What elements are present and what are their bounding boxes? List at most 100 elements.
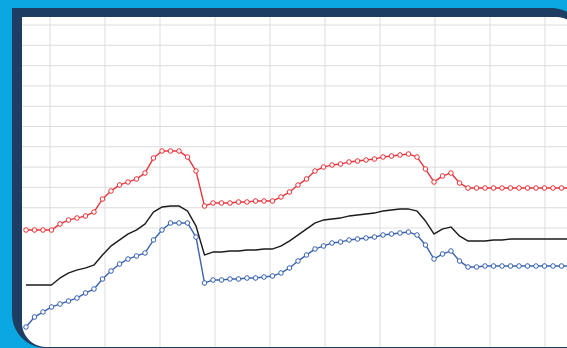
series-3-point bbox=[346, 237, 352, 243]
series-1-point bbox=[133, 176, 140, 182]
series-3-point bbox=[167, 220, 174, 226]
series-3-point bbox=[116, 261, 123, 267]
series-1-point bbox=[252, 198, 259, 204]
series-3-point bbox=[218, 277, 225, 283]
series-line-2 bbox=[26, 205, 567, 286]
series-3-point bbox=[363, 235, 369, 241]
series-3-point bbox=[201, 280, 208, 286]
series-1-point bbox=[499, 185, 505, 191]
series-3-point bbox=[269, 273, 276, 279]
series-1-point bbox=[346, 159, 352, 165]
series-3-point bbox=[473, 264, 480, 270]
series-1-point bbox=[533, 185, 539, 191]
series-3-point bbox=[193, 234, 199, 240]
series-1-point bbox=[320, 164, 327, 170]
series-1-point bbox=[278, 194, 284, 200]
chart-plot-area bbox=[22, 17, 567, 347]
series-1-point bbox=[227, 200, 233, 206]
series-1-point bbox=[431, 179, 437, 185]
series-1-point bbox=[541, 185, 548, 191]
series-1-point bbox=[312, 168, 318, 174]
series-1-point bbox=[473, 185, 480, 191]
series-1-point bbox=[422, 166, 429, 172]
series-1-point bbox=[388, 153, 395, 159]
series-3-point bbox=[286, 265, 293, 271]
series-1-point bbox=[261, 198, 267, 204]
series-3-point bbox=[329, 240, 335, 246]
series-3-point bbox=[465, 264, 471, 270]
series-3-point bbox=[371, 234, 378, 240]
series-3-point bbox=[456, 258, 463, 264]
series-1-point bbox=[184, 154, 191, 160]
series-1-point bbox=[354, 158, 361, 164]
series-3-point bbox=[252, 275, 259, 281]
series-3-point bbox=[524, 263, 531, 269]
series-3-point bbox=[235, 276, 242, 282]
series-3-point bbox=[414, 232, 420, 238]
series-3-point bbox=[295, 258, 301, 264]
line-chart bbox=[22, 17, 567, 347]
series-3-point bbox=[533, 263, 539, 269]
series-1-point bbox=[329, 162, 335, 168]
series-3-point bbox=[244, 275, 250, 281]
series-1-point bbox=[31, 227, 38, 233]
series-1-point bbox=[363, 157, 369, 163]
series-3-point bbox=[448, 248, 454, 254]
series-3-point bbox=[278, 270, 284, 276]
series-1-point bbox=[524, 185, 531, 191]
series-3-point bbox=[48, 304, 55, 310]
series-1-point bbox=[507, 185, 514, 191]
series-3-point bbox=[558, 263, 565, 269]
series-1-point bbox=[150, 155, 157, 161]
series-1-point bbox=[167, 148, 174, 154]
series-3-point bbox=[261, 274, 267, 280]
series-1-point bbox=[48, 227, 55, 233]
series-1-point bbox=[210, 200, 216, 206]
series-1-point bbox=[448, 170, 454, 176]
series-3-point bbox=[490, 263, 497, 269]
series-3-point bbox=[91, 286, 97, 292]
series-3-point bbox=[57, 301, 63, 307]
series-3-point bbox=[176, 220, 182, 226]
series-1-point bbox=[550, 185, 556, 191]
series-1-point bbox=[125, 179, 131, 185]
series-3-point bbox=[337, 239, 344, 245]
series-1-point bbox=[465, 185, 471, 191]
series-1-point bbox=[235, 199, 242, 205]
series-3-point bbox=[125, 256, 131, 262]
series-3-point bbox=[150, 237, 157, 243]
series-3-point bbox=[65, 298, 72, 304]
series-1-point bbox=[40, 227, 46, 233]
series-3-point bbox=[74, 295, 80, 301]
series-1-point bbox=[244, 199, 250, 205]
series-3-point bbox=[499, 263, 505, 269]
series-3-point bbox=[482, 263, 488, 269]
series-1-point bbox=[303, 176, 310, 182]
series-3-point bbox=[439, 251, 446, 257]
series-1-point bbox=[176, 148, 182, 154]
series-1-point bbox=[380, 154, 386, 160]
series-1-point bbox=[456, 180, 463, 186]
series-1-point bbox=[286, 189, 293, 195]
series-1-point bbox=[99, 196, 106, 202]
series-3-point bbox=[40, 309, 46, 315]
series-3-point bbox=[320, 243, 327, 249]
series-1-point bbox=[405, 151, 412, 157]
series-3-point bbox=[405, 229, 412, 235]
series-3-point bbox=[133, 253, 140, 259]
series-3-point bbox=[541, 263, 548, 269]
series-1-point bbox=[558, 185, 565, 191]
series-3-point bbox=[388, 231, 395, 237]
series-1-point bbox=[439, 173, 446, 179]
series-1-point bbox=[159, 148, 165, 154]
series-1-point bbox=[116, 182, 123, 188]
series-1-point bbox=[414, 154, 420, 160]
series-1-point bbox=[201, 203, 208, 209]
series-1-point bbox=[218, 200, 225, 206]
series-1-point bbox=[82, 213, 89, 219]
series-3-point bbox=[507, 263, 514, 269]
series-1-point bbox=[74, 215, 80, 221]
series-3-point bbox=[159, 227, 165, 233]
chart-series-group bbox=[23, 148, 567, 330]
series-3-point bbox=[380, 232, 386, 238]
